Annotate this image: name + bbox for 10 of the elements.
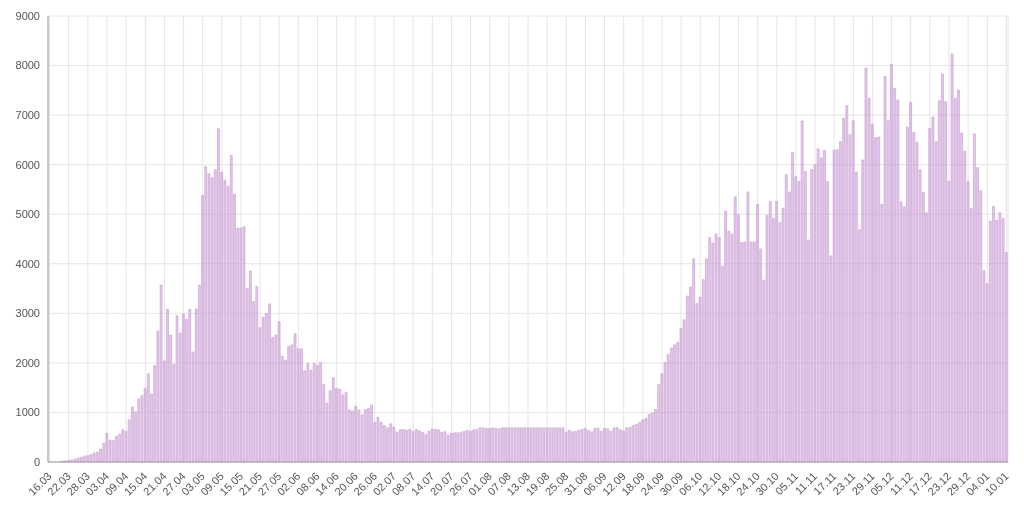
y-tick-label: 3000 [15, 307, 40, 320]
y-tick-label: 2000 [15, 356, 40, 369]
y-tick-label: 9000 [15, 9, 40, 22]
y-tick-label: 6000 [15, 158, 40, 171]
y-tick-label: 5000 [15, 208, 40, 221]
y-tick-label: 7000 [15, 109, 40, 122]
y-tick-label: 0 [33, 455, 40, 468]
y-tick-label: 4000 [15, 257, 40, 270]
y-tick-label: 1000 [15, 406, 40, 419]
y-tick-label: 8000 [15, 59, 40, 72]
